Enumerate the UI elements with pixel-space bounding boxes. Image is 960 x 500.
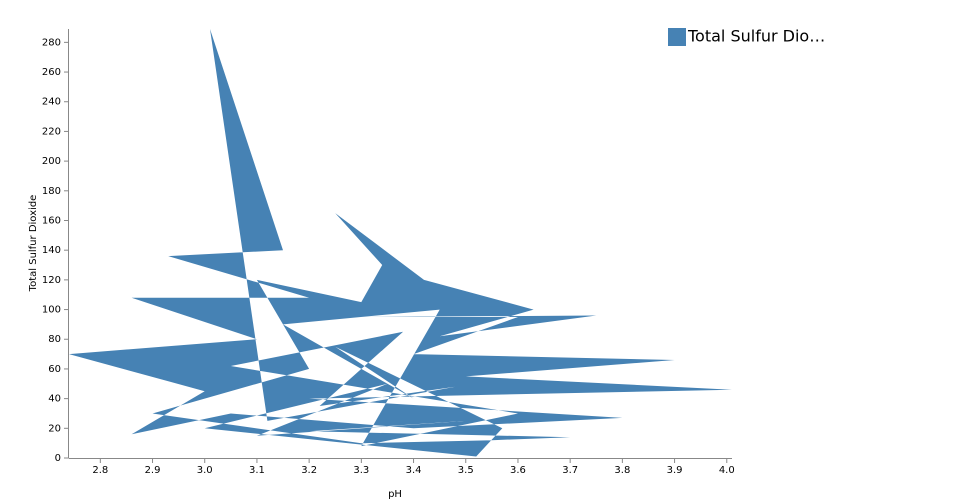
y-tick-label: 160 [42, 215, 61, 226]
y-tick-label: 40 [48, 394, 61, 405]
y-tick-label: 120 [42, 275, 61, 286]
y-tick-label: 260 [42, 67, 61, 78]
x-tick-label: 3.2 [301, 465, 317, 476]
y-tick-label: 60 [48, 364, 61, 375]
x-tick-label: 3.4 [406, 465, 422, 476]
x-tick-label: 3.3 [353, 465, 369, 476]
x-tick-label: 2.8 [92, 465, 108, 476]
y-tick-label: 0 [55, 453, 61, 464]
area [69, 29, 732, 457]
legend-label: Total Sulfur Dio… [687, 27, 825, 46]
x-tick-label: 3.6 [510, 465, 526, 476]
y-tick-label: 200 [42, 156, 61, 167]
y-tick-label: 220 [42, 126, 61, 137]
y-tick-label: 80 [48, 334, 61, 345]
x-tick-label: 3.8 [614, 465, 630, 476]
y-tick-label: 140 [42, 245, 61, 256]
x-tick-label: 3.5 [458, 465, 474, 476]
y-tick-label: 240 [42, 97, 61, 108]
x-tick-label: 3.1 [249, 465, 265, 476]
y-axis-title: Total Sulfur Dioxide [28, 195, 39, 293]
legend-swatch [668, 28, 686, 46]
y-tick-label: 280 [42, 37, 61, 48]
x-axis-title: pH [388, 489, 402, 500]
x-tick-label: 3.7 [562, 465, 578, 476]
x-tick-label: 3.0 [197, 465, 213, 476]
x-tick-label: 4.0 [719, 465, 735, 476]
y-tick-label: 100 [42, 305, 61, 316]
legend: Total Sulfur Dio… [668, 27, 825, 46]
x-tick-label: 2.9 [145, 465, 161, 476]
y-tick-label: 180 [42, 186, 61, 197]
x-tick-label: 3.9 [667, 465, 683, 476]
y-tick-label: 20 [48, 423, 61, 434]
